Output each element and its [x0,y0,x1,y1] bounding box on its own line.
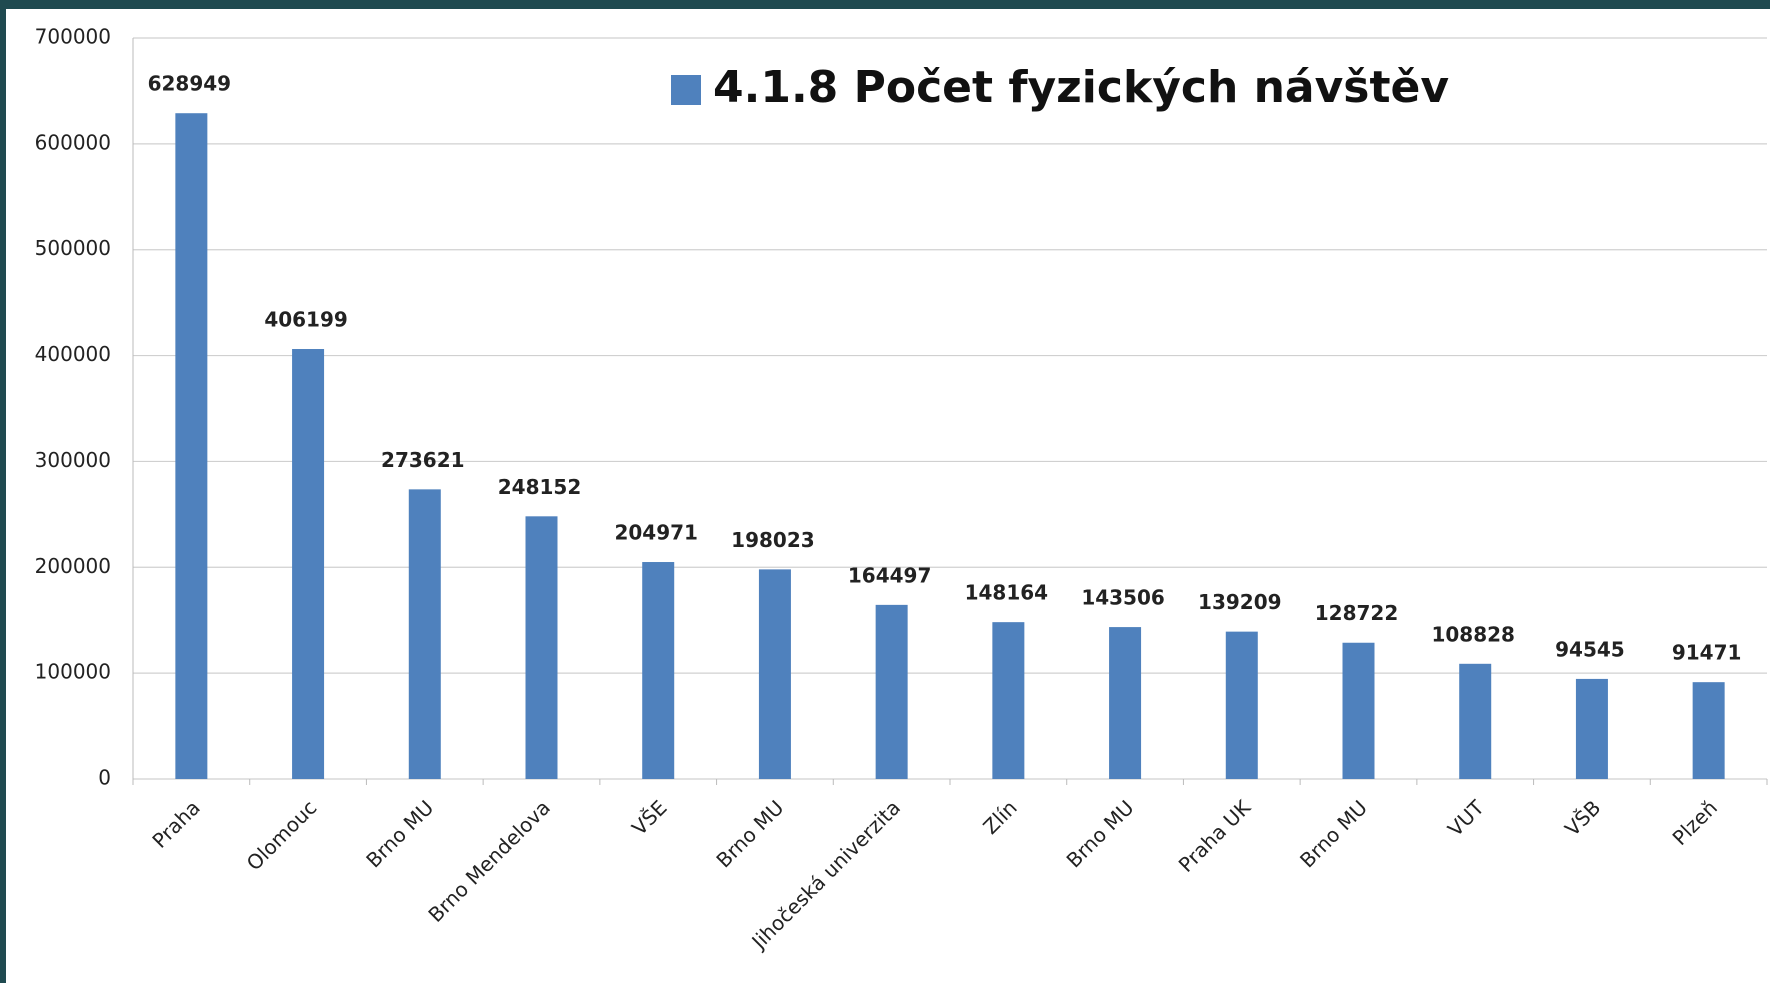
x-tick-label: Brno Mendelova [423,795,555,927]
x-tick-label: Zlín [978,795,1021,838]
bar [1342,642,1375,779]
y-tick-label: 500000 [35,236,111,260]
x-tick-label: Praha [147,795,204,852]
bar [1692,682,1725,779]
bar [525,516,558,779]
y-tick-label: 300000 [35,448,111,472]
x-tick-label: Praha UK [1174,795,1256,877]
bar [1109,627,1142,779]
value-label: 204971 [614,521,698,545]
y-tick-label: 200000 [35,554,111,578]
bar [642,562,675,779]
x-tick-label: VŠB [1560,795,1605,840]
x-tick-label: Olomouc [242,795,322,875]
bar [758,569,791,779]
bar [408,489,441,779]
bar [292,349,325,779]
bar [1225,631,1258,779]
x-tick-label: Brno MU [361,795,438,872]
value-label: 198023 [731,528,815,552]
bar [1575,678,1608,779]
x-tick-label: Brno MU [711,795,788,872]
value-label: 273621 [381,448,465,472]
y-tick-label: 600000 [35,130,111,154]
y-tick-label: 0 [98,766,111,790]
x-tick-label: Brno MU [1062,795,1139,872]
value-label: 164497 [848,563,932,587]
bar [175,113,208,780]
y-tick-label: 700000 [35,25,111,49]
x-tick-label: Brno MU [1295,795,1372,872]
value-label: 91471 [1672,641,1742,665]
value-label: 108828 [1431,622,1515,646]
value-label: 628949 [148,72,232,96]
y-tick-label: 400000 [35,342,111,366]
y-tick-label: 100000 [35,660,111,684]
value-label: 128722 [1315,601,1399,625]
bar [875,604,908,779]
x-tick-label: VUT [1443,795,1489,841]
x-tick-label: VŠE [627,795,672,840]
bar [1459,663,1492,779]
legend-label: 4.1.8 Počet fyzických návštěv [713,62,1449,113]
bar [992,622,1025,779]
value-label: 148164 [965,581,1049,605]
legend-swatch [671,75,701,105]
value-label: 94545 [1555,637,1625,661]
value-label: 248152 [498,475,582,499]
x-tick-label: Plzeň [1668,795,1723,850]
value-label: 406199 [264,308,348,332]
value-label: 143506 [1081,586,1165,610]
value-label: 139209 [1198,590,1282,614]
